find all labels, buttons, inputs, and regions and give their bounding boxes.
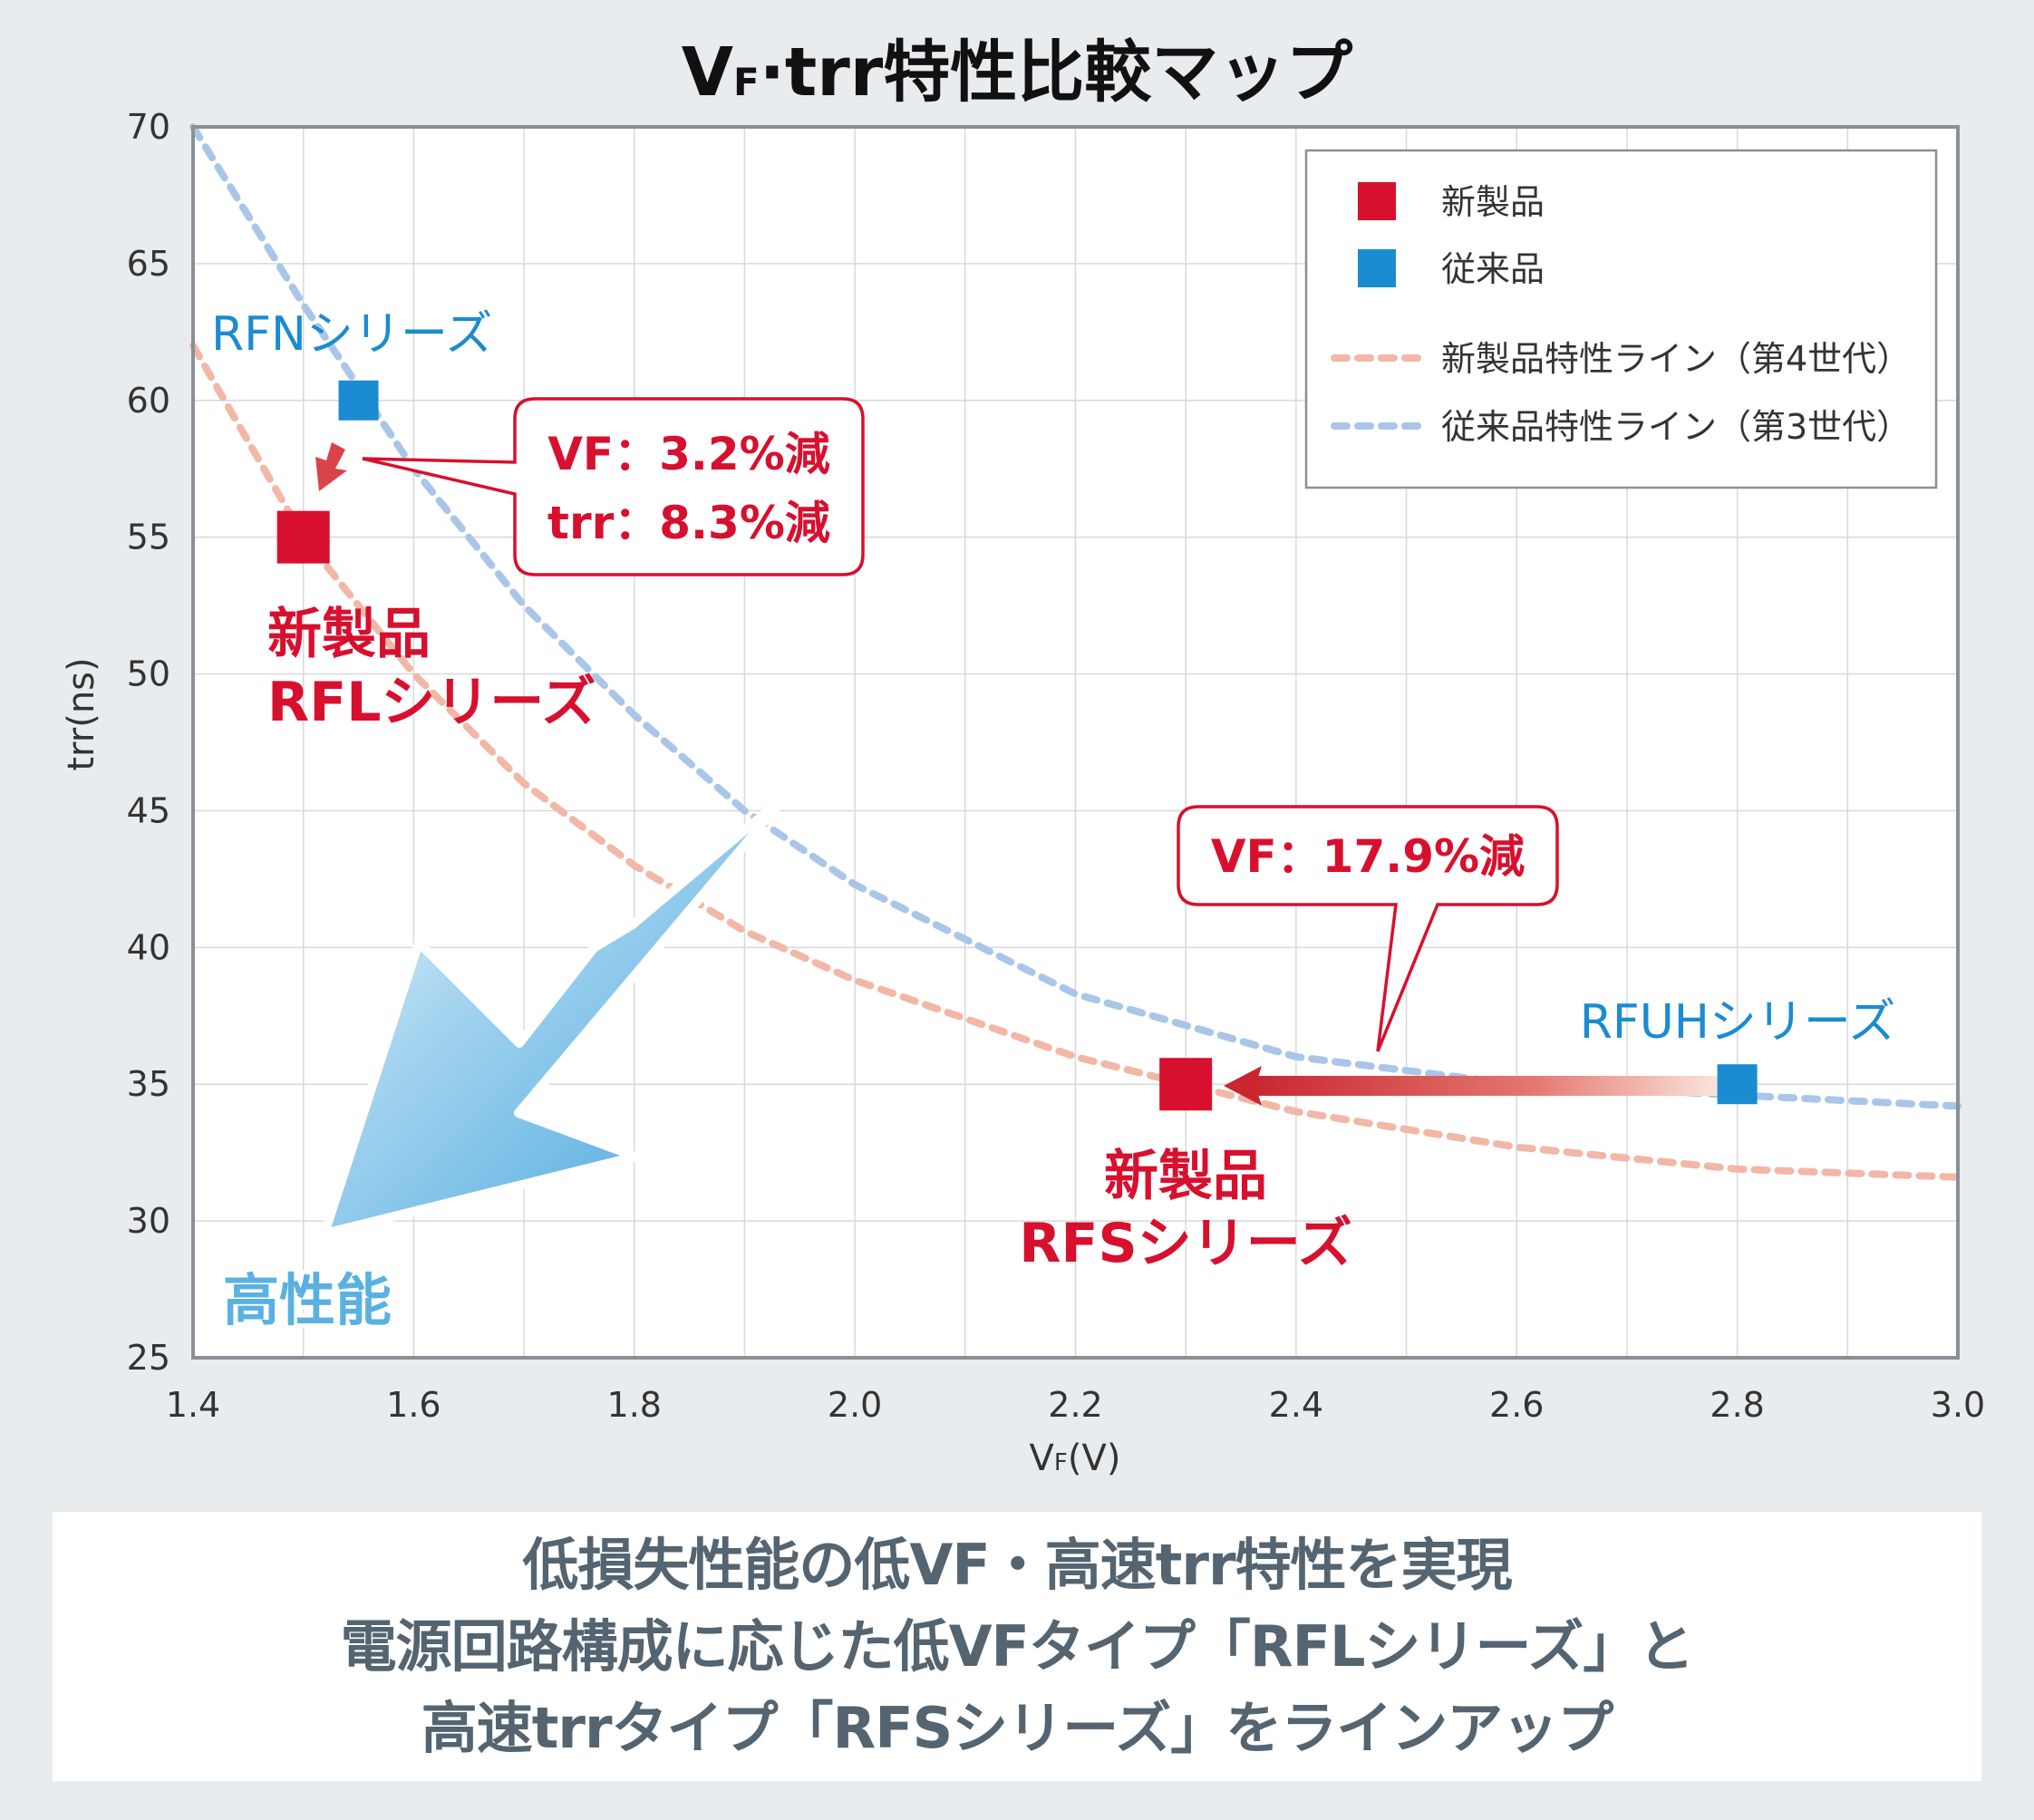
legend-label-2: 新製品特性ライン（第4世代） [1441,339,1911,379]
x-tick-label: 2.8 [1710,1385,1764,1425]
callout-rfs-text: VF：17.9%減 [1211,830,1525,883]
high-performance-shadow: 高性能 [223,1267,392,1333]
y-tick-label: 55 [127,518,170,557]
callout-rfl-line2: trr：8.3%減 [547,497,830,549]
y-tick-label: 40 [127,927,170,967]
x-tick-label: 1.6 [386,1385,441,1425]
old-product-marker-1 [1717,1064,1758,1105]
callout-rfs: VF：17.9%減 [1177,805,1559,1052]
x-tick-label: 2.4 [1269,1385,1323,1425]
chart-title: VF·trr特性比較マップ [682,34,1352,111]
callout-rfl-line1: VF：3.2%減 [547,428,830,480]
legend-swatch-0 [1358,182,1396,220]
y-tick-label: 70 [127,107,170,147]
legend-box [1304,149,1938,489]
y-tick-label: 35 [127,1064,170,1104]
legend-label-1: 従来品 [1441,249,1545,289]
footer-line-1: 低損失性能の低VF・高速trr特性を実現 [522,1531,1512,1598]
old-product-marker-0 [338,380,379,421]
new-product-label-0-0: 新製品 [267,603,431,666]
x-tick-label: 3.0 [1931,1385,1985,1425]
legend-swatch-1 [1358,249,1396,287]
new-product-marker-1 [1159,1058,1213,1111]
old-product-label-1: RFUHシリーズ [1580,995,1896,1050]
improvement-arrow-rfl [315,442,347,491]
x-tick-label: 2.6 [1489,1385,1544,1425]
y-axis-label: trr(ns) [61,657,102,770]
y-tick-label: 65 [127,244,170,284]
new-product-label-1-0: 新製品 [1104,1145,1267,1208]
plot-frame [191,125,1960,1360]
footer-line-3: 高速trrタイプ「RFSシリーズ」をラインアップ [421,1694,1613,1761]
x-tick-label: 1.8 [607,1385,662,1425]
y-tick-label: 45 [127,790,170,830]
footer-summary: 低損失性能の低VF・高速trr特性を実現 電源回路構成に応じた低VFタイプ「RF… [53,1512,1981,1781]
new-product-marker-0 [276,510,330,564]
y-tick-label: 60 [127,381,170,421]
data-points [276,380,1758,1111]
x-tick-label: 1.4 [166,1385,220,1425]
callout-rfl: VF：3.2%減 trr：8.3%減 [362,397,865,576]
legend-label-0: 新製品 [1441,182,1545,222]
new-product-label-1-1: RFSシリーズ [1019,1212,1351,1275]
tick-labels: 1.4 1.6 1.8 2.0 2.2 2.4 2.6 2.8 3.0 25 30 35 40 45 50 5… [127,107,1986,1425]
y-tick-label: 25 [127,1338,170,1378]
high-performance-label: 高性能 [223,1267,392,1333]
footer-line-2: 電源回路構成に応じた低VFタイプ「RFLシリーズ」と [340,1612,1695,1680]
old-product-label-0: RFNシリーズ [211,307,492,362]
performance-arrow [320,790,791,1238]
trend-curve-new [189,342,1961,1181]
y-tick-label: 50 [127,654,170,694]
new-product-label-0-1: RFLシリーズ [267,671,596,734]
x-axis-label: VF(V) [1030,1438,1121,1479]
x-tick-label: 2.0 [828,1385,882,1425]
y-tick-label: 30 [127,1201,170,1241]
improvement-arrow-rfs [1224,1066,1718,1106]
legend-label-3: 従来品特性ライン（第3世代） [1441,407,1911,447]
x-tick-label: 2.2 [1048,1385,1102,1425]
